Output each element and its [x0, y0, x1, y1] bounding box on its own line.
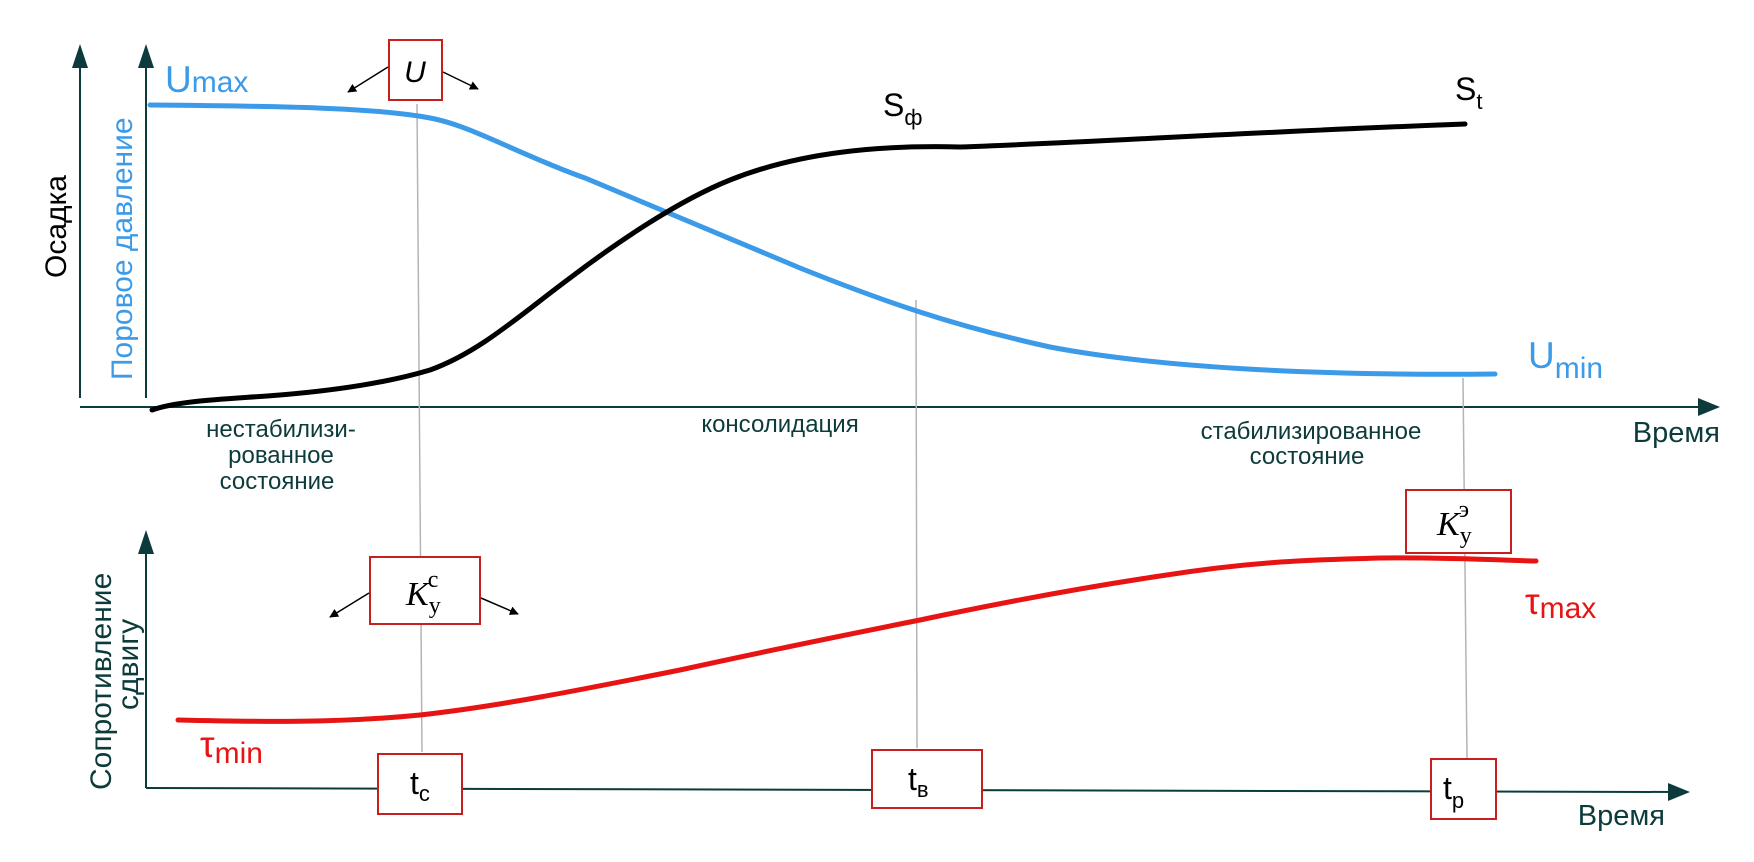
top-x-label: Время [1633, 417, 1720, 449]
bottom-x-axis-arrow [1668, 783, 1690, 801]
t-v-label: tв [908, 761, 929, 802]
top-y-axis-arrow-settlement [72, 44, 88, 68]
k-c-label: Kус [405, 567, 441, 619]
u-max-label: Umax [165, 59, 248, 100]
stage-consolidation: консолидация [701, 411, 858, 438]
settlement-curve [149, 121, 1468, 413]
pore-pressure-curve [147, 102, 1498, 377]
s-t-label: St [1455, 71, 1482, 114]
k-c-box: Kус [329, 556, 519, 625]
u-min-label: Umin [1528, 335, 1603, 385]
u-box-arrow-left [347, 66, 389, 93]
bottom-y-label-line2: сдвигу [112, 619, 145, 710]
t-v-box: tв [871, 749, 983, 809]
k-e-label: Kуэ [1436, 497, 1472, 549]
stage-unstabilized-line3: состояние [220, 468, 335, 495]
guide-line-tc [416, 103, 423, 753]
stage-unstabilized-line1: нестабилизи- [206, 416, 356, 443]
k-c-arrow-right [480, 597, 519, 615]
stage-labels: нестабилизи- рованное состояние консолид… [206, 411, 1421, 495]
tau-min-label: τmin [200, 724, 263, 770]
k-e-box: Kуэ [1405, 489, 1512, 554]
t-p-label: tр [1443, 770, 1464, 813]
stage-stabilized-line2: состояние [1250, 443, 1365, 470]
t-c-box: tс [377, 753, 463, 815]
bottom-y-label-line1: Сопротивление [85, 573, 118, 790]
t-c-label: tс [410, 765, 430, 806]
stage-unstabilized-line2: рованное [228, 442, 334, 469]
y-label-settlement: Осадка [40, 175, 73, 278]
tau-max-label: τmax [1525, 581, 1596, 625]
top-axes [72, 44, 1720, 416]
u-box-arrow-right [442, 71, 479, 90]
guide-line-tp [1462, 377, 1468, 759]
stage-stabilized-line1: стабилизированное [1201, 418, 1422, 445]
top-y-axis-arrow-pressure [138, 44, 154, 68]
top-x-axis-arrow [1698, 398, 1720, 416]
shear-resistance-curve [175, 555, 1539, 724]
bottom-x-label: Время [1578, 800, 1665, 832]
guide-lines [416, 103, 1468, 759]
guide-line-tv [915, 299, 918, 749]
y-label-pore-pressure: Поровое давление [106, 117, 139, 380]
k-c-arrow-left [329, 592, 370, 618]
bottom-y-axis-arrow [138, 530, 154, 554]
u-box-label: U [404, 56, 426, 89]
u-box: U [347, 39, 479, 101]
s-f-label: Sф [883, 87, 922, 130]
t-p-box: tр [1430, 758, 1497, 820]
